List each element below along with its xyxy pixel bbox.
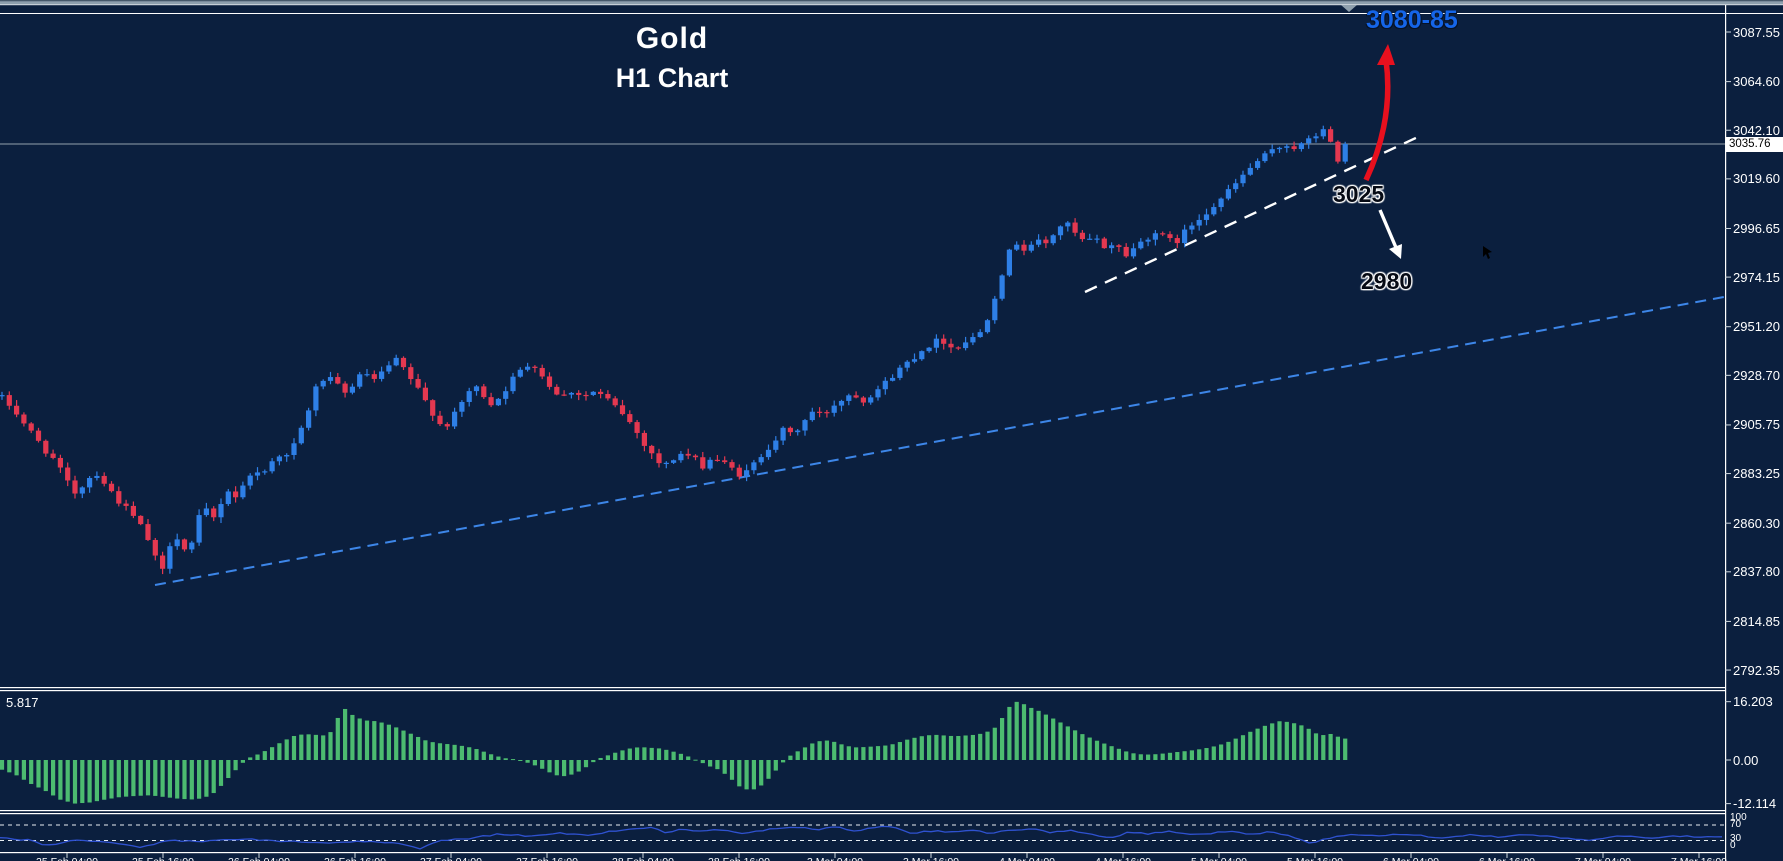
oscillator-axis-label: 70	[1730, 819, 1742, 830]
price-axis-label: 3042.10	[1733, 122, 1780, 138]
oscillator-axis-label: 0	[1730, 840, 1736, 851]
price-axis-label: 3087.55	[1733, 24, 1780, 40]
oscillator-axis-label: 100	[1730, 812, 1747, 823]
time-axis-label: 7 Mar 04:00	[1575, 856, 1631, 861]
time-axis-label: 6 Mar 16:00	[1479, 856, 1535, 861]
oscillator-axis-label: 30	[1730, 833, 1742, 844]
time-axis-label: 26 Feb 04:00	[228, 856, 290, 861]
time-axis-label: 28 Feb 04:00	[612, 856, 674, 861]
macd-axis-label: 0.00	[1733, 752, 1759, 768]
time-axis-label: 7 Mar 16:00	[1671, 856, 1727, 861]
price-axis-label: 2928.70	[1733, 367, 1780, 383]
macd-axis-label: -12.114	[1733, 796, 1777, 812]
chart-top-strip	[0, 0, 1783, 14]
last-bar-marker-icon	[1341, 5, 1357, 12]
macd-histogram	[0, 701, 1348, 804]
chart-title-timeframe: H1 Chart	[615, 63, 729, 93]
time-axis-label: 3 Mar 16:00	[903, 856, 959, 861]
time-axis-label: 4 Mar 16:00	[1095, 856, 1151, 861]
price-axis-label: 2792.35	[1733, 662, 1780, 678]
pane-separators	[0, 5, 1727, 861]
price-axis-label: 2905.75	[1733, 417, 1780, 433]
time-axis-label: 3 Mar 04:00	[807, 856, 863, 861]
mouse-cursor-icon	[1483, 246, 1492, 259]
time-axis-label: 27 Feb 16:00	[516, 856, 578, 861]
candles-layer	[0, 125, 1348, 575]
white-down-arrow[interactable]	[1378, 209, 1402, 259]
price-axis-label: 2814.85	[1733, 613, 1780, 629]
time-axis-label: 27 Feb 04:00	[420, 856, 482, 861]
chart-title: Gold H1 Chart	[522, 22, 822, 94]
price-axis-label: 2996.65	[1733, 220, 1780, 236]
annotation-breakdown-level[interactable]: 3025	[1333, 181, 1385, 207]
price-axis-label: 2837.80	[1733, 564, 1780, 580]
macd-current-value: 5.817	[6, 695, 39, 710]
price-axis-label: 2951.20	[1733, 319, 1780, 335]
time-axis-label: 26 Feb 16:00	[324, 856, 386, 861]
time-axis-label: 4 Mar 04:00	[999, 856, 1055, 861]
oscillator-line	[0, 825, 1723, 850]
chart-title-symbol: Gold	[635, 22, 709, 55]
red-up-arrow[interactable]	[1363, 44, 1395, 182]
time-axis-label: 25 Feb 04:00	[36, 856, 98, 861]
annotation-downside-target[interactable]: 2980	[1361, 268, 1413, 294]
price-axis-label: 2860.30	[1733, 515, 1780, 531]
price-axis-label: 3064.60	[1733, 74, 1780, 90]
time-axis-label: 28 Feb 16:00	[708, 856, 770, 861]
price-axis-label: 2883.25	[1733, 466, 1780, 482]
annotation-upside-target[interactable]: 3080-85	[1366, 6, 1458, 34]
time-axis-label: 5 Mar 16:00	[1287, 856, 1343, 861]
time-axis-label: 6 Mar 04:00	[1383, 856, 1439, 861]
time-axis-label: 5 Mar 04:00	[1191, 856, 1247, 861]
price-axis-label: 3019.60	[1733, 171, 1780, 187]
trendline-rising-support-blue[interactable]	[154, 296, 1725, 586]
macd-axis-label: 16.203	[1733, 694, 1773, 710]
current-price-marker: 3035.76	[1726, 137, 1783, 152]
time-axis-label: 25 Feb 16:00	[132, 856, 194, 861]
price-axis-label: 2974.15	[1733, 269, 1780, 285]
axis-ticks	[66, 31, 1731, 858]
trendline-steep-support-white[interactable]	[1084, 134, 1421, 294]
